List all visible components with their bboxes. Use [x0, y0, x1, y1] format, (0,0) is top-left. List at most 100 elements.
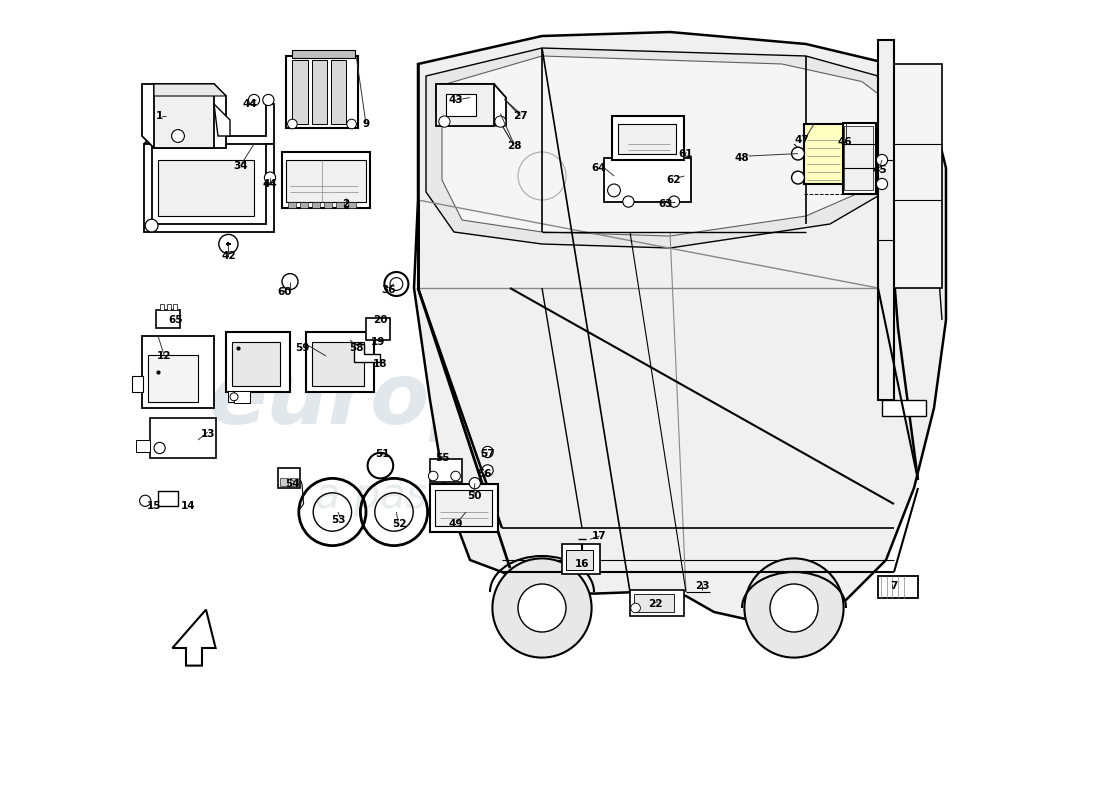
Bar — [311, 60, 327, 124]
Text: 61: 61 — [679, 149, 693, 158]
Circle shape — [263, 94, 274, 106]
Bar — [286, 160, 366, 202]
Text: 7: 7 — [890, 581, 898, 590]
Bar — [290, 478, 298, 486]
Bar — [366, 318, 390, 340]
Text: 44: 44 — [263, 179, 277, 189]
Bar — [890, 64, 942, 288]
Circle shape — [428, 471, 438, 481]
Circle shape — [282, 274, 298, 290]
Bar — [288, 202, 296, 208]
Polygon shape — [437, 84, 506, 126]
Text: 17: 17 — [592, 531, 607, 541]
Circle shape — [264, 172, 276, 183]
Circle shape — [630, 603, 640, 613]
Text: 36: 36 — [381, 285, 396, 294]
Text: 27: 27 — [513, 111, 528, 121]
Circle shape — [877, 178, 888, 190]
Text: 15: 15 — [146, 501, 162, 510]
Bar — [430, 484, 498, 532]
Circle shape — [607, 184, 620, 197]
Text: 1: 1 — [156, 111, 163, 121]
Bar — [878, 576, 918, 598]
Bar — [845, 126, 873, 190]
Text: 51: 51 — [375, 450, 389, 459]
Text: 14: 14 — [182, 501, 196, 510]
Bar — [804, 124, 843, 184]
Text: 64: 64 — [592, 163, 606, 173]
Bar — [306, 332, 374, 392]
Bar — [349, 202, 356, 208]
Circle shape — [470, 478, 481, 489]
Bar — [430, 459, 462, 482]
Text: 48: 48 — [735, 154, 749, 163]
Text: 55: 55 — [434, 453, 449, 462]
Bar — [232, 342, 279, 386]
Text: 18: 18 — [373, 359, 387, 369]
Bar — [293, 60, 308, 124]
Polygon shape — [442, 56, 902, 236]
Bar — [278, 468, 300, 488]
Text: 28: 28 — [507, 141, 521, 150]
Bar — [446, 94, 476, 116]
Text: 62: 62 — [667, 175, 681, 185]
Polygon shape — [144, 104, 274, 144]
Bar — [135, 440, 150, 452]
Text: 22: 22 — [648, 599, 663, 609]
Bar — [437, 84, 494, 126]
Circle shape — [482, 465, 493, 476]
Circle shape — [792, 171, 804, 184]
Bar — [311, 342, 364, 386]
Bar — [282, 152, 370, 208]
Text: 42: 42 — [221, 251, 235, 261]
Text: 59: 59 — [295, 343, 309, 353]
Text: 19: 19 — [371, 338, 385, 347]
Bar — [613, 116, 684, 160]
Bar — [300, 202, 308, 208]
Bar — [630, 590, 684, 616]
Text: 63: 63 — [659, 199, 673, 209]
Polygon shape — [173, 610, 216, 666]
Bar — [878, 40, 894, 400]
Bar — [148, 355, 198, 402]
Bar — [132, 376, 143, 392]
Text: EUROPS: EUROPS — [624, 274, 909, 334]
Text: 57: 57 — [481, 450, 495, 459]
Circle shape — [623, 196, 634, 207]
Circle shape — [230, 393, 238, 401]
Polygon shape — [154, 84, 226, 96]
Circle shape — [493, 558, 592, 658]
Text: 52: 52 — [393, 519, 407, 529]
Bar — [229, 391, 241, 402]
Text: 20: 20 — [373, 315, 387, 325]
Text: 58: 58 — [349, 343, 364, 353]
Circle shape — [482, 446, 493, 458]
Bar — [286, 56, 358, 128]
Circle shape — [451, 471, 461, 481]
Text: a passion: a passion — [316, 475, 513, 517]
Bar — [173, 304, 177, 310]
Polygon shape — [214, 104, 230, 136]
Bar — [312, 202, 320, 208]
Bar — [604, 158, 691, 202]
Circle shape — [154, 442, 165, 454]
Circle shape — [249, 94, 260, 106]
Circle shape — [877, 154, 888, 166]
Bar — [158, 160, 254, 216]
Text: 23: 23 — [695, 581, 710, 590]
Bar — [618, 124, 675, 154]
Polygon shape — [144, 144, 274, 232]
Circle shape — [770, 584, 818, 632]
Polygon shape — [414, 32, 946, 620]
Circle shape — [518, 584, 567, 632]
Text: 34: 34 — [233, 161, 248, 170]
Polygon shape — [426, 48, 918, 248]
Circle shape — [287, 119, 297, 129]
Text: 46: 46 — [837, 138, 851, 147]
Text: 44: 44 — [243, 99, 257, 109]
Bar — [434, 490, 493, 526]
Circle shape — [140, 495, 151, 506]
Text: 12: 12 — [157, 351, 172, 361]
Circle shape — [439, 116, 450, 127]
Bar — [142, 336, 214, 408]
